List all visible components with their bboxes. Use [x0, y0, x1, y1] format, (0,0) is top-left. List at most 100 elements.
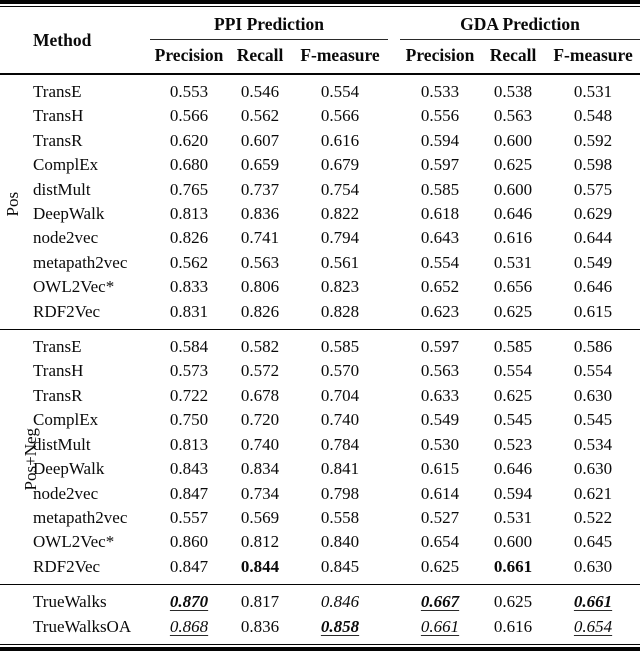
metric-value: 0.704	[320, 385, 360, 405]
column-gap	[388, 408, 400, 432]
method-name: TrueWalksOA	[33, 616, 132, 636]
method-name: TransH	[33, 361, 84, 381]
table-row: node2vec 0.847 0.734 0.798 0.614 0.594 0.621	[0, 482, 640, 506]
metric-value: 0.812	[240, 532, 280, 552]
metric-value: 0.531	[493, 507, 533, 527]
metric-value: 0.592	[573, 130, 613, 150]
metric-value: 0.741	[240, 228, 280, 248]
metric-value: 0.836	[240, 616, 280, 636]
metric-value: 0.623	[420, 301, 460, 321]
metric-value: 0.545	[573, 410, 613, 430]
metric-value: 0.654	[573, 616, 613, 636]
metric-value: 0.784	[320, 434, 360, 454]
gda-precision-header: Precision	[405, 45, 475, 65]
metric-value: 0.554	[573, 361, 613, 381]
metric-value: 0.813	[169, 434, 209, 454]
row-group-pos-neg: Pos+Neg TransE 0.584 0.582 0.585 0.597 0.585 0.…	[0, 329, 640, 585]
table-row: OWL2Vec* 0.833 0.806 0.823 0.652 0.656 0.646	[0, 275, 640, 299]
column-gap	[388, 129, 400, 153]
metric-value: 0.844	[240, 556, 280, 576]
table-row: RDF2Vec 0.847 0.844 0.845 0.625 0.661 0.630	[0, 555, 640, 585]
method-name: TransE	[33, 82, 82, 101]
metric-value: 0.720	[240, 410, 280, 430]
table-row: TransR 0.722 0.678 0.704 0.633 0.625 0.630	[0, 384, 640, 408]
metric-value: 0.585	[420, 179, 460, 199]
metric-value: 0.841	[320, 459, 360, 479]
metric-value: 0.538	[493, 82, 533, 101]
table-row: RDF2Vec 0.831 0.826 0.828 0.623 0.625 0.615	[0, 300, 640, 330]
metric-value: 0.522	[573, 507, 613, 527]
metric-value: 0.828	[320, 301, 360, 321]
metric-value: 0.554	[320, 82, 360, 101]
metric-value: 0.840	[320, 532, 360, 552]
group-header-row: Method PPI Prediction GDA Prediction	[0, 6, 640, 50]
column-gap	[388, 202, 400, 226]
metric-value: 0.625	[493, 301, 533, 321]
metric-value: 0.734	[240, 483, 280, 503]
metric-value: 0.533	[420, 82, 460, 101]
column-gap	[388, 482, 400, 506]
metric-value: 0.652	[420, 277, 460, 297]
column-gap	[388, 585, 400, 615]
method-name: metapath2vec	[33, 507, 128, 527]
metric-value: 0.667	[420, 592, 460, 612]
metric-value: 0.823	[320, 277, 360, 297]
metric-value: 0.625	[493, 155, 533, 175]
metric-value: 0.531	[493, 252, 533, 272]
metric-value: 0.530	[420, 434, 460, 454]
metric-value: 0.754	[320, 179, 360, 199]
table-row: TransH 0.566 0.562 0.566 0.556 0.563 0.548	[0, 104, 640, 128]
gda-recall-header: Recall	[489, 45, 537, 65]
metric-value: 0.625	[420, 556, 460, 576]
column-gap	[388, 384, 400, 408]
metric-value: 0.644	[573, 228, 613, 248]
table-row: node2vec 0.826 0.741 0.794 0.643 0.616 0.644	[0, 226, 640, 250]
metric-value: 0.625	[493, 385, 533, 405]
metric-value: 0.834	[240, 459, 280, 479]
metric-value: 0.582	[240, 337, 280, 357]
row-group-label: Pos	[0, 74, 26, 330]
metric-value: 0.679	[320, 155, 360, 175]
gda-prediction-header: GDA Prediction	[400, 6, 640, 40]
table-row: TransH 0.573 0.572 0.570 0.563 0.554 0.554	[0, 359, 640, 383]
method-name: OWL2Vec*	[33, 277, 115, 297]
table-row: TransR 0.620 0.607 0.616 0.594 0.600 0.592	[0, 129, 640, 153]
metric-value: 0.545	[493, 410, 533, 430]
row-group-label	[0, 585, 26, 645]
table-row: Pos+Neg TransE 0.584 0.582 0.585 0.597 0.585 0.…	[0, 330, 640, 491]
metric-value: 0.740	[240, 434, 280, 454]
metric-value: 0.585	[320, 337, 360, 357]
method-name: TrueWalks	[33, 592, 107, 612]
table-row: metapath2vec 0.557 0.569 0.558 0.527 0.531 0.5…	[0, 506, 640, 530]
metric-value: 0.549	[573, 252, 613, 272]
metric-value: 0.566	[320, 106, 360, 126]
metric-value: 0.562	[240, 106, 280, 126]
column-gap	[388, 104, 400, 128]
metric-value: 0.527	[420, 507, 460, 527]
metric-value: 0.680	[169, 155, 209, 175]
metric-value: 0.594	[420, 130, 460, 150]
table-row: OWL2Vec* 0.860 0.812 0.840 0.654 0.600 0.645	[0, 530, 640, 554]
metric-value: 0.615	[573, 301, 613, 321]
metric-value: 0.806	[240, 277, 280, 297]
method-name: OWL2Vec*	[33, 532, 115, 552]
metric-value: 0.573	[169, 361, 209, 381]
column-gap	[388, 226, 400, 250]
metric-value: 0.847	[169, 556, 209, 576]
metric-value: 0.597	[420, 337, 460, 357]
metric-value: 0.598	[573, 155, 613, 175]
ppi-prediction-header: PPI Prediction	[150, 6, 389, 40]
method-name: TransH	[33, 106, 84, 126]
method-name: ComplEx	[33, 410, 99, 430]
metric-value: 0.616	[320, 130, 360, 150]
metric-value: 0.597	[420, 155, 460, 175]
metric-value: 0.572	[240, 361, 280, 381]
table-row: TrueWalksOA 0.868 0.836 0.858 0.661 0.616 0.65…	[0, 615, 640, 645]
method-name: node2vec	[33, 228, 99, 248]
column-gap	[388, 555, 400, 585]
metric-value: 0.600	[493, 179, 533, 199]
metric-value: 0.646	[493, 204, 533, 224]
table-row: DeepWalk 0.843 0.834 0.841 0.615 0.646 0.630	[0, 457, 640, 481]
metric-value: 0.586	[573, 337, 613, 357]
method-name: TransE	[33, 337, 82, 357]
